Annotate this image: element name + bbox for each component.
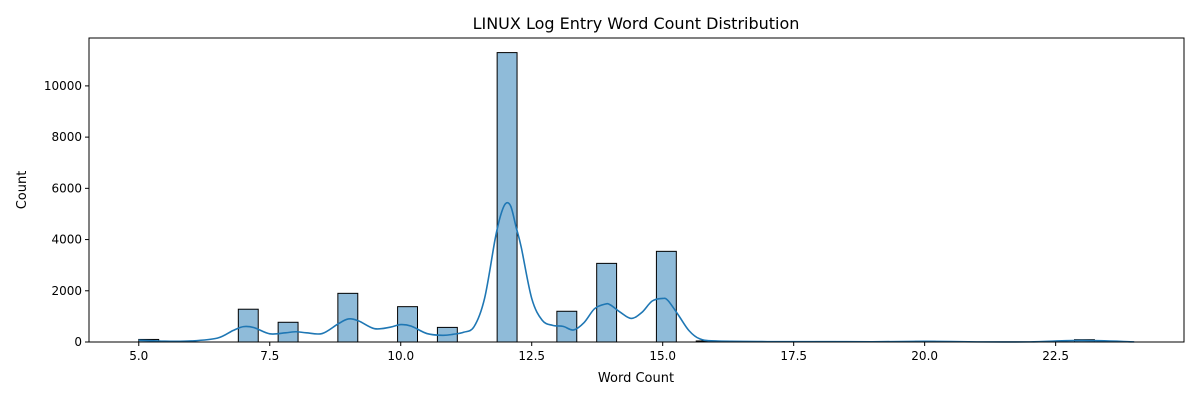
histogram-bar-9	[656, 251, 676, 342]
chart-title: LINUX Log Entry Word Count Distribution	[473, 14, 800, 33]
y-tick-label-3: 6000	[51, 181, 82, 195]
histogram-bar-1	[238, 309, 258, 342]
x-tick-label-0: 5.0	[129, 349, 148, 363]
plot-frame	[89, 38, 1184, 342]
histogram-bar-3	[338, 293, 358, 342]
y-tick-label-1: 2000	[51, 284, 82, 298]
x-tick-label-2: 10.0	[387, 349, 414, 363]
histogram-bar-6	[497, 53, 517, 342]
x-tick-label-5: 17.5	[780, 349, 807, 363]
x-tick-label-3: 12.5	[518, 349, 545, 363]
y-tick-label-0: 0	[74, 335, 82, 349]
x-tick-label-7: 22.5	[1042, 349, 1069, 363]
histogram-bar-8	[597, 263, 617, 342]
x-tick-label-6: 20.0	[911, 349, 938, 363]
y-axis-label: Count	[15, 171, 30, 210]
kde-layer	[139, 203, 1134, 342]
x-tick-label-1: 7.5	[260, 349, 279, 363]
bars-layer	[139, 53, 1095, 342]
y-tick-label-4: 8000	[51, 130, 82, 144]
x-axis-label: Word Count	[598, 371, 674, 386]
y-tick-label-5: 10000	[44, 79, 82, 93]
kde-curve	[139, 203, 1134, 342]
y-tick-label-2: 4000	[51, 233, 82, 247]
x-tick-label-4: 15.0	[649, 349, 676, 363]
